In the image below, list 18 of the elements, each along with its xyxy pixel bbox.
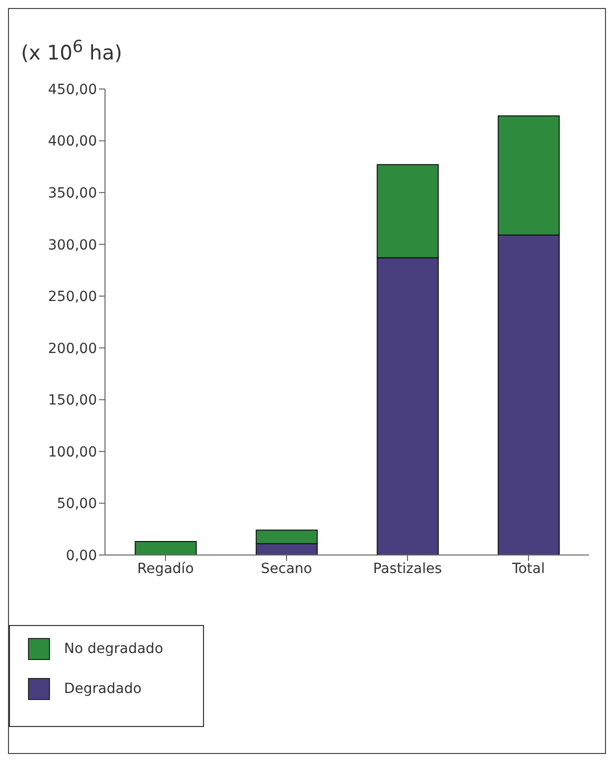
y-tick-label: 300,00 xyxy=(48,237,97,254)
y-tick-label: 200,00 xyxy=(48,340,97,357)
y-tick-label: 400,00 xyxy=(48,134,97,150)
y-tick-label: 100,00 xyxy=(48,444,97,460)
x-tick-label: Secano xyxy=(260,560,312,577)
legend-label: Degradado xyxy=(64,681,142,697)
legend-label: No degradado xyxy=(64,641,164,657)
x-tick-label: Regadío xyxy=(137,560,194,577)
y-tick-label: 450,00 xyxy=(48,82,97,98)
y-tick-label: 0,00 xyxy=(66,548,97,564)
y-tick-label: 50,00 xyxy=(56,496,97,512)
x-tick-label: Pastizales xyxy=(373,560,442,577)
x-tick-label: Total xyxy=(511,560,545,577)
bar xyxy=(134,541,197,555)
y-tick-label: 350,00 xyxy=(48,186,97,202)
y-tick-label: 250,00 xyxy=(48,289,97,306)
y-axis-title: (x 10$^{6}$ ha) xyxy=(21,37,122,65)
y-tick-label: 150,00 xyxy=(48,392,97,409)
